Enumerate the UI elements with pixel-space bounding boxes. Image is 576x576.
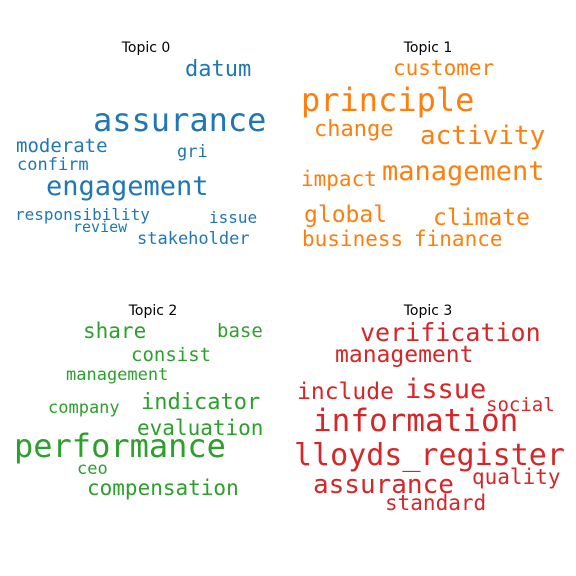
topic-1-word: impact xyxy=(301,167,377,191)
topic-0-word: moderate xyxy=(16,135,108,157)
topic-1-word: finance xyxy=(414,227,503,251)
topic-1-word: management xyxy=(382,156,545,187)
topic-0-word: responsibility xyxy=(15,205,150,224)
topic-3-word: quality xyxy=(472,465,561,489)
topic-0-word: engagement xyxy=(46,171,209,202)
topic-2-word: ceo xyxy=(77,459,108,479)
topic-2-word: evaluation xyxy=(137,416,264,440)
topic-0-word: confirm xyxy=(17,155,89,175)
topic-0-word: review xyxy=(73,218,128,236)
topic-3-word: standard xyxy=(385,491,487,515)
topic-3-word: social xyxy=(486,394,555,416)
topic-1-word: customer xyxy=(393,56,495,80)
topic-2-word: performance xyxy=(14,427,226,465)
topic-3-title: Topic 3 xyxy=(403,303,453,319)
topic-2-word: indicator xyxy=(141,390,261,415)
topic-1-word: principle xyxy=(301,81,475,119)
topic-1-title: Topic 1 xyxy=(403,40,453,56)
topic-0-word: assurance xyxy=(93,101,267,139)
topic-1-word: activity xyxy=(420,121,546,151)
topic-3-word: verification xyxy=(360,318,541,347)
topic-0-word: issue xyxy=(209,208,258,227)
topic-3-word: include xyxy=(297,379,394,405)
topic-3-word: information xyxy=(313,403,519,439)
topic-0-word: gri xyxy=(177,142,208,162)
topic-2-word: base xyxy=(217,320,263,342)
topic-0-word: stakeholder xyxy=(137,229,250,249)
topic-3-word: issue xyxy=(405,374,487,405)
topic-1-word: global xyxy=(304,202,388,228)
topic-1-word: climate xyxy=(433,205,530,231)
topic-3-word: assurance xyxy=(313,470,454,500)
topic-2-word: consist xyxy=(131,344,212,366)
topic-3-word: management xyxy=(335,342,474,368)
topic-0-title: Topic 0 xyxy=(121,40,171,56)
topic-3-word: lloyds_register xyxy=(294,438,565,473)
topic-2-word: management xyxy=(66,365,169,385)
topic-2-word: compensation xyxy=(87,476,239,500)
topic-0-word: datum xyxy=(185,57,252,82)
topic-2-title: Topic 2 xyxy=(128,303,178,319)
topic-1-word: business xyxy=(302,227,404,251)
topic-2-word: company xyxy=(48,398,120,418)
topic-2-word: share xyxy=(83,319,147,343)
topic-1-word: change xyxy=(314,117,394,142)
